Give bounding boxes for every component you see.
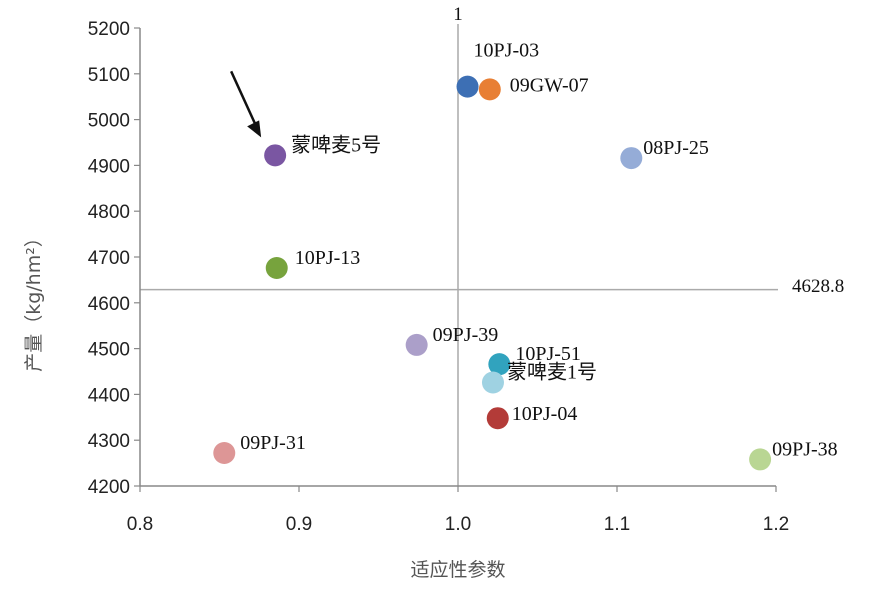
data-point (265, 256, 288, 279)
data-point (213, 442, 236, 465)
x-reference-label: 1 (453, 4, 463, 25)
arrow-head (247, 120, 262, 138)
y-tick-label: 4800 (88, 202, 130, 223)
point-label: 蒙啤麦5号 (291, 133, 381, 156)
y-tick-label: 4300 (88, 431, 130, 452)
point-label: 10PJ-03 (474, 40, 540, 62)
point-label: 08PJ-25 (643, 137, 709, 159)
y-tick-label: 4700 (88, 248, 130, 269)
data-point (481, 371, 504, 394)
point-label: 09PJ-31 (240, 432, 306, 454)
y-tick-label: 5100 (88, 65, 130, 86)
y-tick-label: 4200 (88, 477, 130, 498)
point-label: 09GW-07 (510, 74, 589, 96)
x-tick-label: 0.9 (286, 514, 312, 535)
data-point (456, 75, 479, 98)
data-points (213, 75, 772, 471)
arrow-shaft (230, 70, 259, 129)
point-label: 09PJ-38 (772, 438, 838, 460)
data-point (478, 78, 501, 101)
tick-labels: 4200 4300 4400 4500 4600 4700 4800 4900 5000 5100… (88, 19, 789, 535)
point-label: 蒙啤麦1号 (507, 360, 597, 383)
point-label: 10PJ-13 (295, 247, 361, 269)
x-tick-label: 1.0 (445, 514, 471, 535)
y-tick-label: 4400 (88, 385, 130, 406)
y-tick-label: 4600 (88, 294, 130, 315)
point-labels: 10PJ-03 09GW-07 蒙啤麦5号 08PJ-25 10PJ-13 09PJ-39… (240, 40, 837, 461)
point-label: 10PJ-51 (515, 343, 581, 365)
data-point (264, 144, 287, 167)
x-tick-label: 0.8 (127, 514, 153, 535)
y-tick-label: 4500 (88, 340, 130, 361)
y-reference-label: 4628.8 (792, 276, 844, 297)
x-tick-label: 1.1 (604, 514, 630, 535)
annotation-arrow (230, 70, 262, 138)
data-point (405, 333, 428, 356)
data-point (620, 147, 643, 170)
data-point (749, 448, 772, 471)
y-axis-title: 产量（kg/hm²） (23, 228, 45, 372)
y-tick-label: 5200 (88, 19, 130, 40)
point-label: 09PJ-39 (433, 324, 499, 346)
data-point (486, 407, 509, 430)
reference-lines (140, 24, 778, 486)
data-point (488, 353, 511, 376)
y-tick-label: 4900 (88, 156, 130, 177)
point-label: 10PJ-04 (512, 403, 578, 425)
x-axis-title: 适应性参数 (410, 559, 505, 581)
axes (134, 27, 777, 492)
x-tick-label: 1.2 (763, 514, 789, 535)
y-tick-label: 5000 (88, 111, 130, 132)
